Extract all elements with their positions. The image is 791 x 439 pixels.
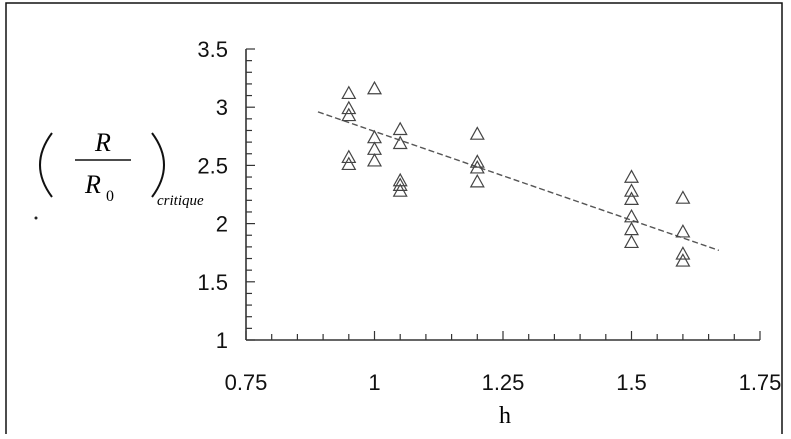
x-tick-label: 0.75 <box>225 370 268 395</box>
y-tick-label: 1.5 <box>197 270 228 295</box>
data-point <box>623 221 640 236</box>
y-tick-label: 2.5 <box>197 153 228 178</box>
trend-line <box>317 111 720 252</box>
data-point <box>366 141 383 155</box>
data-point <box>623 191 640 205</box>
x-tick-label: 1.25 <box>482 370 525 395</box>
left-paren <box>39 132 53 198</box>
y-tick-label: 1 <box>216 328 228 353</box>
data-point <box>341 107 357 122</box>
data-point <box>469 154 485 168</box>
data-point <box>366 80 383 95</box>
y-label-numerator: R <box>94 128 111 157</box>
y-tick-label: 3.5 <box>197 37 228 62</box>
data-point <box>341 100 357 115</box>
data-point <box>469 159 485 174</box>
data-point <box>341 149 357 164</box>
y-label-denominator-subscript: 0 <box>106 188 114 205</box>
data-point <box>469 126 485 140</box>
data-point <box>392 183 408 197</box>
x-tick-label: 1.75 <box>739 370 782 395</box>
trend <box>317 111 720 252</box>
ticks <box>245 48 761 341</box>
data-point <box>392 177 408 191</box>
data-point <box>623 208 640 223</box>
data-point <box>469 173 485 188</box>
data-point <box>392 135 408 150</box>
data-point <box>341 156 357 171</box>
data-point <box>392 121 408 136</box>
right-paren <box>151 132 165 198</box>
data-point <box>675 190 691 204</box>
data-point <box>675 253 691 267</box>
y-label-denominator: R <box>84 170 101 199</box>
y-label-subscript: critique <box>157 193 204 209</box>
x-tick-label: 1.5 <box>616 370 647 395</box>
x-tick-label: 1 <box>368 370 380 395</box>
data-point <box>623 183 640 197</box>
data-points <box>341 80 691 267</box>
stray-dot <box>34 216 38 220</box>
data-point <box>341 85 357 100</box>
data-point <box>623 169 640 183</box>
tick-labels: 1 1.5 2 2.5 3 3.5 0.75 1 1.25 1.5 1.75 <box>197 37 781 395</box>
x-axis-label: h <box>499 403 511 429</box>
axes <box>245 49 760 341</box>
data-point <box>366 153 383 167</box>
y-axis-label: R R 0 critique <box>39 128 204 209</box>
y-tick-label: 2 <box>216 212 228 237</box>
y-tick-label: 3 <box>216 95 228 120</box>
data-point <box>675 246 691 260</box>
data-point <box>623 234 640 249</box>
chart-border <box>5 2 783 434</box>
data-point <box>675 224 691 238</box>
